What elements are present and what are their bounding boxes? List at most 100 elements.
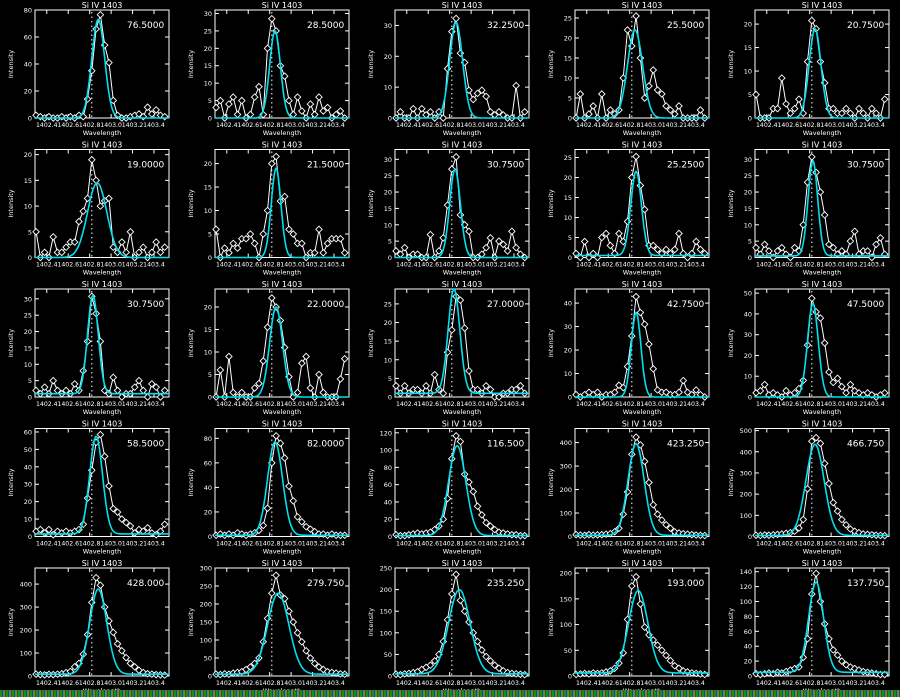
data-point-diamond	[57, 248, 66, 257]
data-point-diamond	[820, 211, 829, 219]
x-tick-label: 1402.8	[619, 401, 641, 408]
data-point-diamond	[632, 572, 640, 581]
data-point-diamond	[829, 243, 838, 252]
y-tick-label: 50	[564, 647, 572, 655]
data-point-diamond	[452, 570, 460, 579]
peak-value-label: 423.250	[667, 440, 704, 450]
y-tick-label: 50	[744, 290, 752, 298]
y-tick-label: 120	[740, 583, 752, 591]
panel-title: Si IV 1403	[262, 141, 303, 150]
data-point-diamond	[585, 253, 593, 262]
observed-spectrum-line	[575, 156, 706, 259]
data-point-diamond	[666, 524, 675, 533]
data-point-diamond	[130, 383, 139, 392]
y-tick-label: 15	[204, 62, 212, 70]
gaussian-fit-line	[755, 302, 889, 398]
data-point-diamond	[285, 225, 293, 234]
data-point-diamond	[482, 92, 490, 101]
data-point-diamond	[135, 376, 143, 385]
data-point-diamond	[233, 110, 242, 119]
gaussian-fit-line	[215, 30, 349, 119]
plot-frame	[34, 288, 170, 398]
gaussian-fit-line	[395, 588, 529, 675]
peak-value-label: 137.750	[847, 579, 884, 589]
data-point-diamond	[807, 437, 816, 446]
y-tick-label: 10	[564, 75, 572, 83]
y-tick-label: 0	[28, 673, 32, 681]
data-point-diamond	[812, 433, 820, 442]
data-point-diamond	[469, 487, 478, 496]
x-tick-label: 1402.4	[576, 401, 598, 408]
y-axis-label: Intensity	[7, 468, 15, 496]
data-point-diamond	[280, 192, 289, 201]
observed-spectrum-line	[575, 15, 706, 120]
y-tick-label: 0	[568, 394, 572, 402]
x-tick-label: 1402.4	[216, 541, 238, 548]
y-tick-label: 200	[740, 491, 752, 499]
y-tick-label: 15	[564, 55, 572, 63]
y-tick-label: 20	[384, 53, 392, 61]
gaussian-fit-line	[215, 441, 349, 537]
data-point-diamond	[645, 340, 653, 349]
data-point-diamond	[760, 380, 769, 389]
data-point-diamond	[632, 433, 640, 441]
data-point-diamond	[297, 637, 306, 646]
data-point-diamond	[49, 233, 58, 241]
data-point-diamond	[109, 504, 118, 513]
data-point-diamond	[837, 247, 846, 255]
plot-frame	[394, 9, 530, 119]
plot-frame	[394, 288, 530, 398]
y-tick-label: 5	[208, 371, 212, 379]
x-tick-label: 1403.0	[280, 680, 302, 687]
spectrum-panel: Si IV 1403 0 100 200 300 400 1402.4 1402.6 1402.…	[7, 559, 170, 695]
data-point-diamond	[597, 90, 606, 98]
x-tick-label: 1403.4	[683, 401, 705, 408]
y-tick-label: 10	[564, 370, 572, 378]
data-point-diamond	[842, 521, 850, 529]
data-point-diamond	[336, 375, 345, 383]
data-point-diamond	[139, 243, 148, 252]
y-tick-label: 25	[564, 154, 572, 162]
data-point-diamond	[868, 104, 876, 113]
y-tick-label: 20	[24, 328, 32, 336]
data-point-diamond	[649, 500, 658, 509]
data-point-diamond	[662, 651, 670, 660]
x-tick-label: 1402.4	[36, 262, 58, 269]
y-tick-label: 400	[20, 581, 32, 589]
x-tick-label: 1403.4	[323, 680, 345, 687]
x-tick-label: 1402.8	[79, 122, 101, 129]
y-tick-label: 25	[564, 15, 572, 23]
x-tick-label: 1403.2	[122, 122, 144, 129]
data-point-diamond	[825, 368, 833, 376]
data-point-diamond	[263, 206, 272, 215]
data-point-diamond	[340, 354, 349, 363]
y-axis-label: Intensity	[547, 468, 555, 496]
y-tick-label: 400	[740, 448, 752, 456]
x-tick-label: 1403.0	[100, 541, 122, 548]
x-tick-label: 1403.2	[122, 541, 144, 548]
x-axis-label: Wavelength	[443, 408, 482, 416]
data-point-diamond	[259, 110, 268, 119]
y-tick-label: 5	[748, 91, 752, 99]
x-tick-label: 1402.8	[259, 262, 281, 269]
y-tick-label: 20	[384, 189, 392, 197]
data-point-diamond	[859, 109, 868, 118]
x-tick-label: 1402.6	[777, 401, 799, 408]
x-tick-label: 1402.4	[216, 122, 238, 129]
peak-value-label: 466.750	[847, 440, 884, 450]
y-tick-label: 40	[744, 310, 752, 318]
panel-title: Si IV 1403	[82, 559, 123, 568]
y-tick-label: 200	[560, 486, 572, 494]
data-point-diamond	[439, 114, 448, 122]
panel-title: Si IV 1403	[82, 141, 123, 150]
data-point-diamond	[315, 370, 323, 379]
data-point-diamond	[777, 74, 786, 82]
y-tick-label: 5	[568, 95, 572, 103]
x-tick-label: 1403.2	[842, 680, 864, 687]
x-tick-label: 1402.4	[36, 680, 58, 687]
data-point-diamond	[619, 383, 628, 392]
y-axis-label: Intensity	[727, 50, 735, 78]
data-point-diamond	[237, 388, 246, 397]
